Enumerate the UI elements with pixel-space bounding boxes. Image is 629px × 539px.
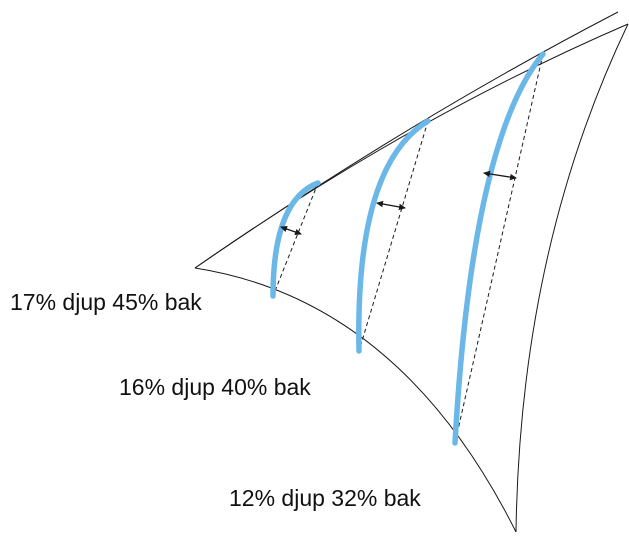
sail-foot [194,267,517,533]
camber-profile-top [270,180,321,299]
profile-section-bottom [452,51,546,446]
camber-profile-middle [356,118,431,354]
sail-luff-inner [194,23,629,269]
sail-outline [194,11,629,533]
chord-line-top [272,182,319,297]
section-label-bottom: 12% djup 32% bak [229,485,421,511]
depth-arrow-middle [376,200,406,211]
depth-arrow-bottom [483,170,517,181]
depth-arrow-top [280,225,302,236]
section-label-middle: 16% djup 40% bak [119,374,311,400]
sail-leech [515,23,629,533]
chord-line-bottom [454,53,544,444]
chord-line-middle [358,120,429,352]
profile-section-top [270,180,321,299]
profile-section-middle [356,118,431,354]
section-label-top: 17% djup 45% bak [10,289,202,315]
camber-profile-bottom [452,51,546,446]
